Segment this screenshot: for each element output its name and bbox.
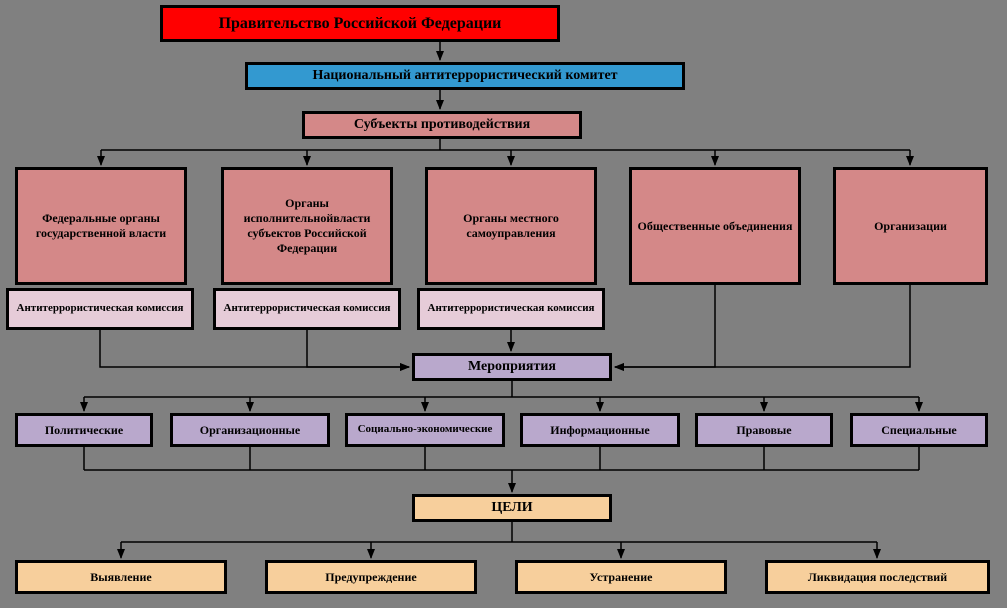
node-b2: Органы исполнительнойвласти субъектов Ро… <box>221 167 393 285</box>
node-b5: Организации <box>833 167 988 285</box>
node-m2: Организационные <box>170 413 330 447</box>
node-b3: Органы местного самоуправления <box>425 167 597 285</box>
node-events: Мероприятия <box>412 353 612 381</box>
node-m6: Специальные <box>850 413 988 447</box>
node-subj: Субъекты противодействия <box>302 111 582 139</box>
node-nak: Национальный антитеррористический комите… <box>245 62 685 90</box>
node-atk2: Антитеррористическая комиссия <box>213 288 401 330</box>
node-m5: Правовые <box>695 413 833 447</box>
node-g1: Выявление <box>15 560 227 594</box>
node-b4: Общественные объединения <box>629 167 801 285</box>
node-m4: Информационные <box>520 413 680 447</box>
node-g3: Устранение <box>515 560 727 594</box>
node-gov: Правительство Российской Федерации <box>160 5 560 42</box>
node-atk1: Антитеррористическая комиссия <box>6 288 194 330</box>
node-g2: Предупреждение <box>265 560 477 594</box>
node-goals: ЦЕЛИ <box>412 494 612 522</box>
node-atk3: Антитеррористическая комиссия <box>417 288 605 330</box>
node-m3: Социально-экономические <box>345 413 505 447</box>
node-m1: Политические <box>15 413 153 447</box>
node-b1: Федеральные органы государственной власт… <box>15 167 187 285</box>
node-g4: Ликвидация последствий <box>765 560 990 594</box>
